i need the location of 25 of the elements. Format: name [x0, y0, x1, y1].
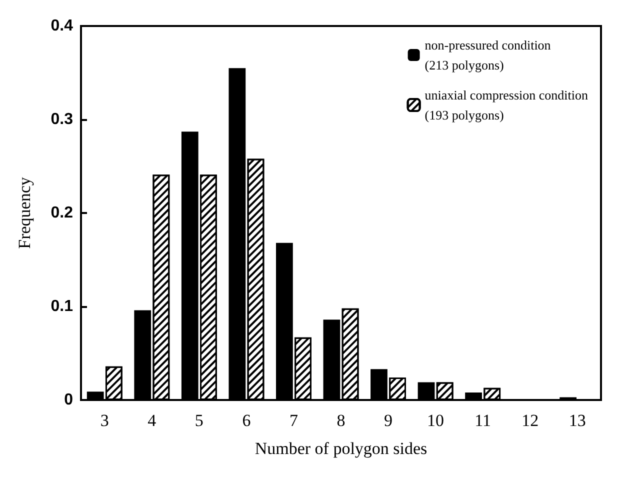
x-tick-label: 4 [148, 411, 157, 430]
y-tick-label: 0.3 [50, 111, 74, 128]
bar [134, 310, 152, 400]
bar [228, 68, 246, 400]
x-tick-label: 8 [336, 411, 346, 430]
x-tick-label: 9 [384, 411, 393, 430]
x-tick-label: 13 [568, 411, 586, 430]
bar [560, 397, 577, 400]
x-tick-label: 7 [289, 411, 298, 430]
legend-label: non-pressured condition (213 polygons) [424, 38, 552, 72]
y-tick-label: 0 [64, 392, 74, 408]
y-tick-label: 0.1 [50, 298, 74, 315]
bar [418, 382, 435, 400]
x-axis-title: Number of polygon sides [254, 439, 428, 458]
x-tick-label: 3 [100, 411, 109, 430]
x-tick-label: 6 [242, 411, 251, 430]
y-tick-label: 0.2 [50, 204, 74, 222]
legend-label: uniaxial compression condition (193 polygons) [424, 88, 588, 122]
x-tick-label: 11 [474, 411, 492, 430]
x-tick-label: 5 [194, 411, 204, 430]
y-tick-label: 0.4 [50, 18, 74, 34]
x-tick-label: 10 [427, 411, 444, 430]
x-tick-label: 12 [522, 411, 539, 430]
y-axis-title: Frequency [15, 176, 34, 249]
bar [323, 320, 340, 400]
